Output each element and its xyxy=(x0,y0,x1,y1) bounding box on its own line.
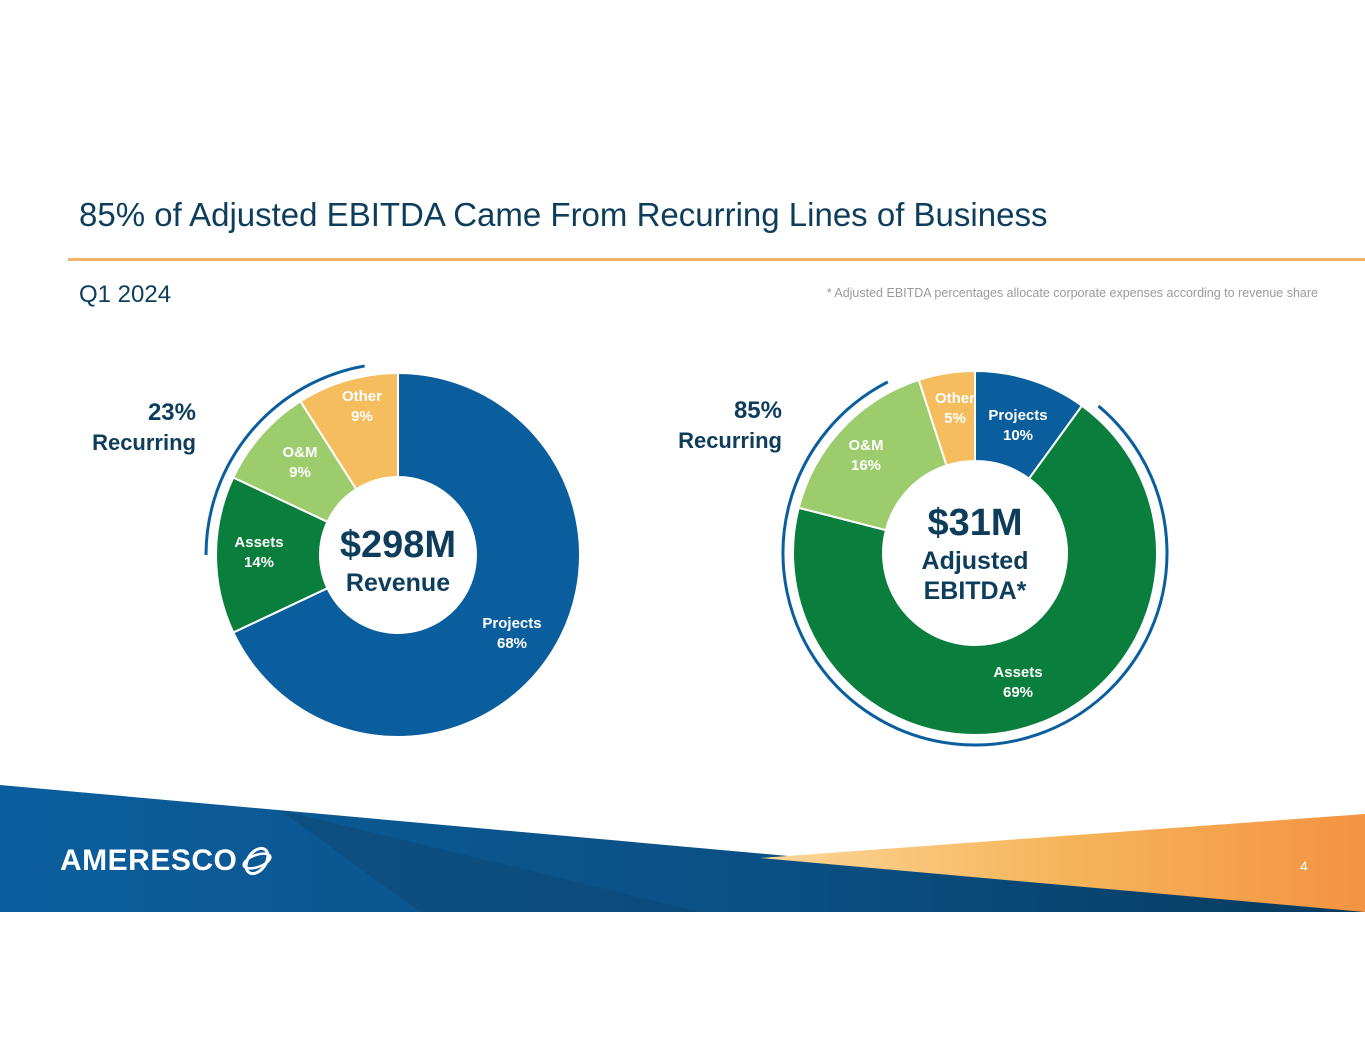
ameresco-logo: AMERESCO xyxy=(60,843,275,879)
slide-title: 85% of Adjusted EBITDA Came From Recurri… xyxy=(79,196,1048,233)
footer-orange-band xyxy=(760,814,1365,912)
chart1-slice-om xyxy=(797,378,948,532)
donut-charts: Projects 68% Assets 14% O&M 9% Other 9% Projects… xyxy=(204,364,1169,747)
chart1-label-other-name: Other xyxy=(935,390,975,407)
chart1-label-other-pct: 5% xyxy=(944,410,966,427)
chart0-label-assets-pct: 14% xyxy=(244,554,274,571)
chart1-recurring-arc xyxy=(781,380,1169,747)
chart1-label-assets-name: Assets xyxy=(993,664,1042,681)
revenue-recurring-pct: 23% xyxy=(147,399,196,426)
chart0-label-assets-name: Assets xyxy=(234,534,283,551)
chart0-recurring-arc xyxy=(204,364,365,556)
logo-globe-icon xyxy=(242,846,272,876)
ebitda-center: $31M Adjusted EBITDA* xyxy=(885,500,1065,606)
revenue-recurring-label: 23% Recurring xyxy=(60,398,196,458)
revenue-center: $298M Revenue xyxy=(318,522,478,598)
ebitda-center-label: Adjusted EBITDA* xyxy=(921,547,1029,605)
chart0-slice-other xyxy=(299,371,399,491)
chart0-label-projects-pct: 68% xyxy=(497,635,527,652)
logo-wordmark: AMERESCO xyxy=(60,844,238,877)
chart1-label-assets-pct: 69% xyxy=(1003,684,1033,701)
chart0-label-om-name: O&M xyxy=(283,444,318,461)
chart0-label-om-pct: 9% xyxy=(289,464,311,481)
ebitda-recurring-label: 85% Recurring xyxy=(640,396,782,456)
chart0-label-other-name: Other xyxy=(342,388,382,405)
chart1-label-projects-pct: 10% xyxy=(1003,427,1033,444)
ebitda-recurring-pct: 85% xyxy=(733,397,782,424)
ebitda-center-value: $31M xyxy=(927,502,1023,544)
chart0-label-projects-name: Projects xyxy=(482,615,541,632)
chart0-slice-projects xyxy=(231,371,581,738)
chart1-label-om-name: O&M xyxy=(849,437,884,454)
chart1-label-projects-name: Projects xyxy=(988,407,1047,424)
ebitda-recurring-text: Recurring xyxy=(678,428,782,453)
revenue-recurring-text: Recurring xyxy=(92,430,196,455)
chart1-label-om-pct: 16% xyxy=(851,457,881,474)
chart1-slice-other xyxy=(917,369,976,467)
footer-dark-facet xyxy=(280,810,700,912)
period-label: Q1 2024 xyxy=(79,281,172,308)
chart0-label-other-pct: 9% xyxy=(351,408,373,425)
chart1-slice-assets xyxy=(792,404,1158,736)
chart0-slice-assets xyxy=(215,476,329,634)
footnote: * Adjusted EBITDA percentages allocate c… xyxy=(826,286,1318,300)
revenue-center-value: $298M xyxy=(339,524,457,566)
title-divider xyxy=(68,258,1365,261)
revenue-center-label: Revenue xyxy=(345,569,451,597)
footer-band xyxy=(0,785,1365,912)
page-number: 4 xyxy=(1300,858,1308,874)
